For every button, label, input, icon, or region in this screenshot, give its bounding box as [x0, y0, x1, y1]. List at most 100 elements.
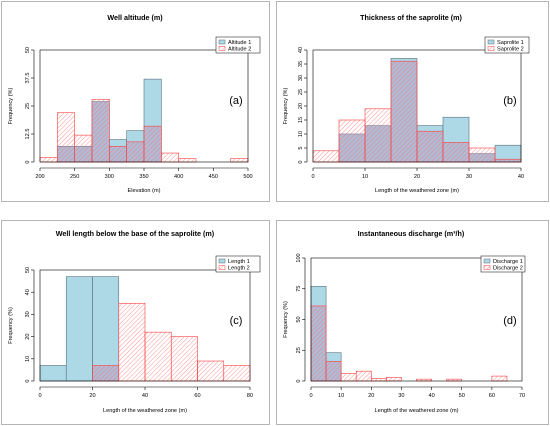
x-tick-label: 350	[139, 174, 148, 180]
y-tick-label: 0	[296, 379, 302, 382]
y-tick-label: 15	[298, 117, 304, 123]
y-axis-label: Frequency (%)	[8, 88, 14, 125]
legend-swatch-series-1	[487, 39, 495, 45]
y-tick-label: 25	[296, 347, 302, 353]
bar-series-2	[312, 150, 340, 163]
bar-series-2	[143, 125, 162, 163]
bar-series-2	[468, 147, 496, 163]
y-tick-label: 30	[298, 75, 304, 81]
y-tick-label: 75	[296, 286, 302, 292]
y-tick-label: 50	[25, 267, 31, 273]
x-tick-label: 20	[368, 393, 374, 399]
y-tick-label: 40	[25, 289, 31, 295]
bar-series-2	[91, 98, 110, 163]
x-axis-label: Length of the weathered zone (m)	[103, 408, 187, 414]
x-axis-label: Elevation (m)	[128, 188, 161, 194]
bar-series-2	[197, 360, 225, 382]
legend-box	[215, 36, 261, 54]
bar-series-1	[92, 276, 120, 382]
legend-swatch-series-2	[218, 265, 226, 270]
y-tick-label: 35	[298, 61, 304, 67]
x-tick-label: 0	[309, 393, 312, 399]
legend-swatch-series-2	[487, 46, 495, 51]
y-tick-label: 5	[298, 146, 304, 149]
legend-label: Saprolite 2	[497, 46, 524, 52]
legend-swatch-series-1	[483, 258, 491, 264]
plot-box	[310, 257, 523, 382]
legend-label: Altitude 2	[228, 46, 251, 52]
x-tick-label: 70	[519, 393, 525, 399]
y-tick-label: 10	[298, 131, 304, 137]
bar-series-2	[223, 365, 251, 382]
bar-series-2	[178, 158, 197, 163]
legend-label: Length 2	[228, 265, 250, 271]
chart-title: Instantaneous discharge (m³/h)	[358, 229, 465, 238]
bar-series-2	[118, 302, 146, 382]
y-tick-label: 50	[25, 47, 31, 53]
x-tick-label: 0	[38, 393, 41, 399]
bar-series-2	[74, 134, 93, 163]
bar-series-2	[364, 108, 392, 163]
legend-swatch-series-2	[483, 265, 491, 270]
y-tick-label: 20	[25, 333, 31, 339]
legend-label: Discharge 1	[493, 259, 523, 265]
legend-swatch-series-1	[218, 258, 226, 264]
bar-series-2	[338, 119, 366, 163]
panel-letter: (a)	[229, 95, 242, 107]
bar-series-2	[144, 331, 172, 382]
legend-swatch-series-1	[218, 39, 226, 45]
x-tick-label: 80	[247, 393, 253, 399]
bar-series-2	[325, 361, 342, 382]
bar-series-2	[355, 370, 372, 382]
y-tick-label: 10	[25, 356, 31, 362]
chart-d: Instantaneous discharge (m³/h) 0 10 20 30 40 5…	[283, 229, 526, 414]
chart-b: Thickness of the saprolite (m) 0 10 20 30 40 0…	[283, 13, 530, 194]
x-tick-label: 50	[459, 393, 465, 399]
y-axis-label: Frequency (%)	[8, 307, 14, 344]
y-tick-label: 20	[298, 103, 304, 109]
panel-letter: (b)	[503, 95, 516, 107]
plot-box	[39, 269, 251, 382]
bar-series-2	[39, 157, 58, 163]
bar-series-2	[494, 158, 522, 163]
chart-a: Well altitude (m) 200 250 300 350 400 450 500 0 1…	[8, 13, 261, 194]
x-tick-label: 30	[398, 393, 404, 399]
x-tick-label: 60	[489, 393, 495, 399]
bar-series-2	[442, 142, 470, 163]
plot-box	[312, 49, 522, 163]
legend-label: Length 1	[228, 259, 250, 265]
bar-series-2	[170, 336, 198, 382]
legend-box	[215, 255, 261, 273]
bar-series-2	[491, 375, 508, 382]
x-tick-label: 0	[311, 174, 314, 180]
x-tick-label: 30	[466, 174, 472, 180]
x-tick-label: 450	[209, 174, 218, 180]
x-tick-label: 20	[89, 393, 95, 399]
legend-box	[484, 36, 530, 54]
bar-series-2	[390, 60, 418, 163]
bar-series-2	[386, 377, 402, 382]
bar-series-2	[340, 373, 357, 382]
x-axis-label: Length of the weathered zone (m)	[375, 188, 459, 194]
bar-series-2	[126, 141, 145, 163]
x-tick-label: 40	[518, 174, 524, 180]
y-tick-label: 50	[296, 316, 302, 322]
panel-letter: (d)	[503, 315, 516, 327]
panel-letter: (c)	[230, 315, 243, 327]
bar-series-2	[161, 152, 179, 163]
chart-title: Thickness of the saprolite (m)	[360, 13, 462, 22]
y-tick-label: 12.5	[25, 129, 31, 140]
chart-title: Well length below the base of the saprol…	[56, 229, 215, 238]
y-tick-label: 25	[298, 89, 304, 95]
x-tick-label: 20	[414, 174, 420, 180]
x-tick-label: 250	[70, 174, 79, 180]
x-tick-label: 200	[35, 174, 44, 180]
chart-title: Well altitude (m)	[107, 13, 163, 22]
plot-box	[39, 49, 249, 163]
x-tick-label: 40	[428, 393, 434, 399]
legend-label: Discharge 2	[493, 265, 523, 271]
y-tick-label: 40	[298, 47, 304, 53]
x-tick-label: 10	[338, 393, 344, 399]
bar-series-2	[109, 146, 127, 163]
y-axis-label: Frequency (%)	[283, 88, 289, 125]
